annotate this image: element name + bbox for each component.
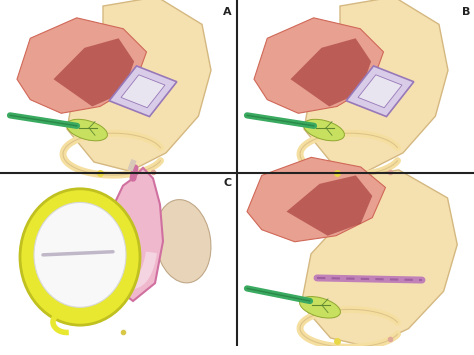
- PathPatch shape: [109, 66, 177, 116]
- PathPatch shape: [358, 75, 402, 108]
- PathPatch shape: [286, 175, 372, 236]
- Ellipse shape: [300, 296, 340, 318]
- PathPatch shape: [346, 66, 414, 116]
- PathPatch shape: [17, 18, 146, 113]
- PathPatch shape: [304, 0, 448, 171]
- PathPatch shape: [254, 18, 383, 113]
- Text: C: C: [224, 178, 232, 188]
- PathPatch shape: [247, 157, 385, 242]
- Ellipse shape: [303, 119, 345, 141]
- PathPatch shape: [67, 0, 211, 171]
- PathPatch shape: [105, 168, 163, 301]
- PathPatch shape: [291, 38, 371, 106]
- PathPatch shape: [121, 75, 165, 108]
- Text: A: A: [223, 7, 232, 17]
- Text: B: B: [462, 7, 470, 17]
- PathPatch shape: [301, 170, 457, 347]
- Ellipse shape: [66, 119, 108, 141]
- PathPatch shape: [54, 38, 134, 106]
- Ellipse shape: [20, 189, 140, 325]
- Ellipse shape: [155, 200, 211, 283]
- Ellipse shape: [34, 202, 126, 307]
